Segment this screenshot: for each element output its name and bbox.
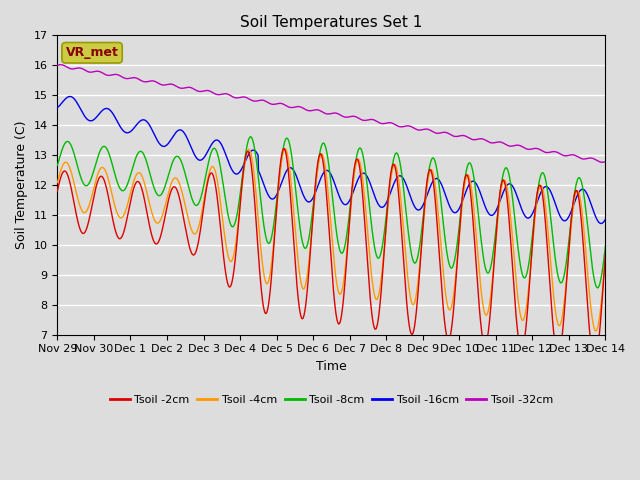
Legend: Tsoil -2cm, Tsoil -4cm, Tsoil -8cm, Tsoil -16cm, Tsoil -32cm: Tsoil -2cm, Tsoil -4cm, Tsoil -8cm, Tsoi… (105, 391, 557, 410)
Title: Soil Temperatures Set 1: Soil Temperatures Set 1 (240, 15, 422, 30)
X-axis label: Time: Time (316, 360, 347, 373)
Y-axis label: Soil Temperature (C): Soil Temperature (C) (15, 120, 28, 249)
Text: VR_met: VR_met (66, 46, 118, 59)
